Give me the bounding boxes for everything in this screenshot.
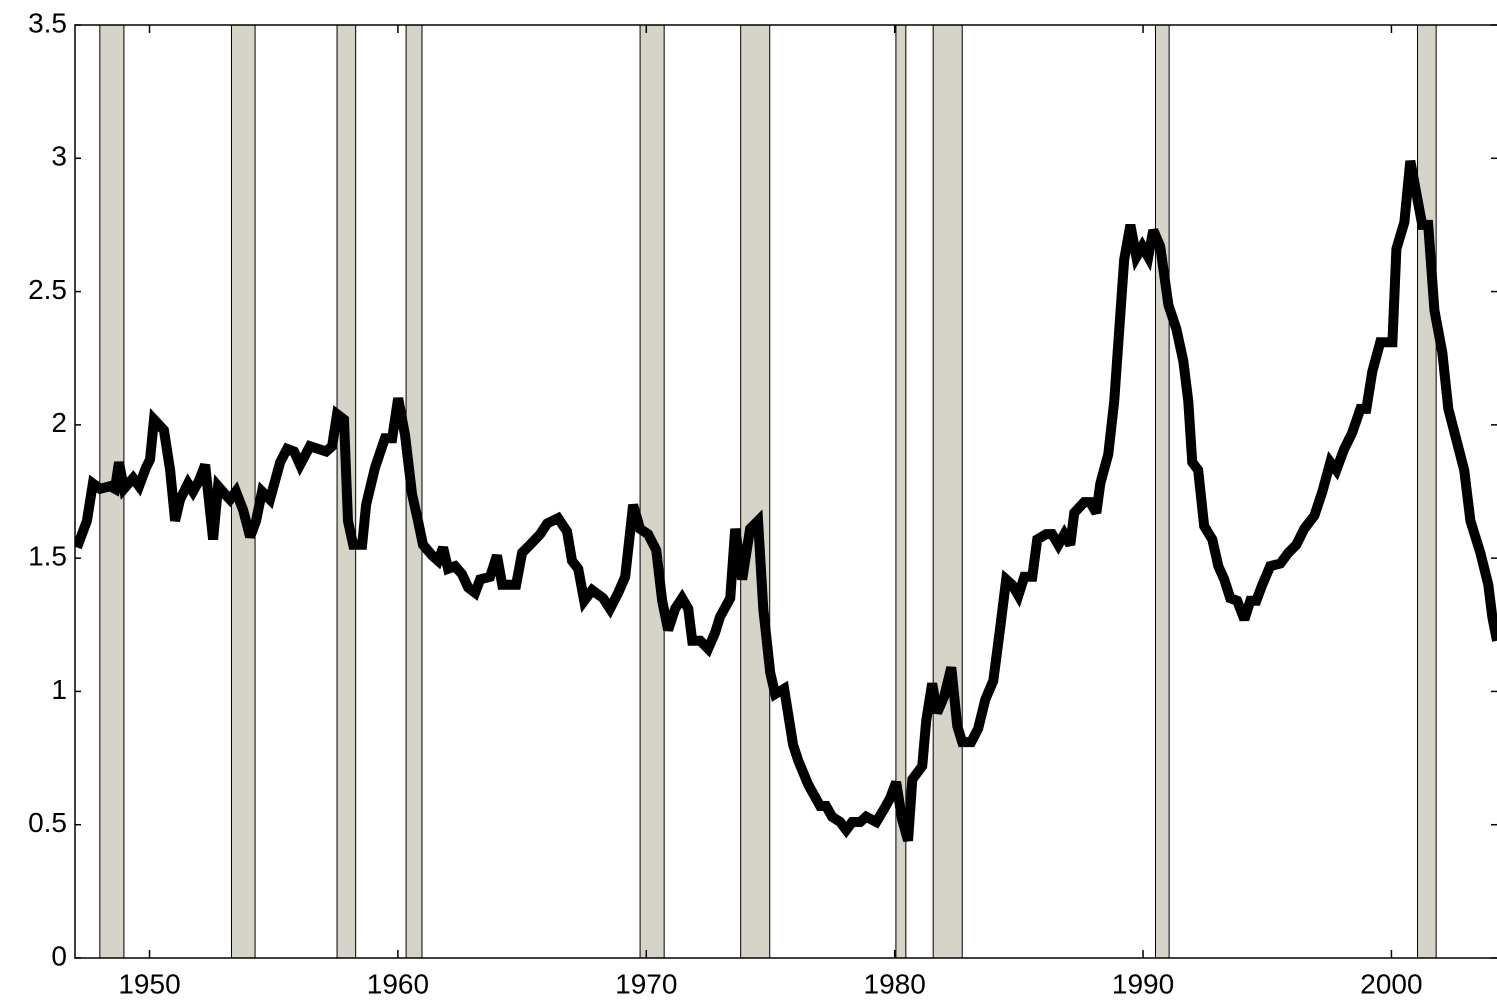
y-tick-label: 3 — [51, 141, 67, 172]
x-tick-label: 1950 — [118, 968, 180, 999]
x-tick-label: 1980 — [864, 968, 926, 999]
y-tick-label: 0 — [51, 940, 67, 971]
recession-band — [932, 25, 963, 958]
x-tick-label: 1960 — [367, 968, 429, 999]
shade-layer — [99, 25, 1437, 958]
plot-frame — [74, 24, 1497, 959]
x-tick-label: 1970 — [615, 968, 677, 999]
y-tick-label: 2 — [51, 407, 67, 438]
recession-band — [895, 25, 907, 958]
line-layer — [75, 160, 1497, 843]
data-line — [75, 160, 1497, 843]
y-tick-label: 1 — [51, 674, 67, 705]
y-tick-label: 2.5 — [28, 274, 67, 305]
recession-band — [1417, 25, 1437, 958]
recession-band — [639, 25, 665, 958]
y-tick-label: 0.5 — [28, 807, 67, 838]
recession-band — [1154, 25, 1170, 958]
recession-band — [740, 25, 771, 958]
y-tick-label: 1.5 — [28, 541, 67, 572]
y-tick-label: 3.5 — [28, 7, 67, 38]
x-tick-label: 1990 — [1112, 968, 1174, 999]
x-tick-label: 2000 — [1360, 968, 1422, 999]
